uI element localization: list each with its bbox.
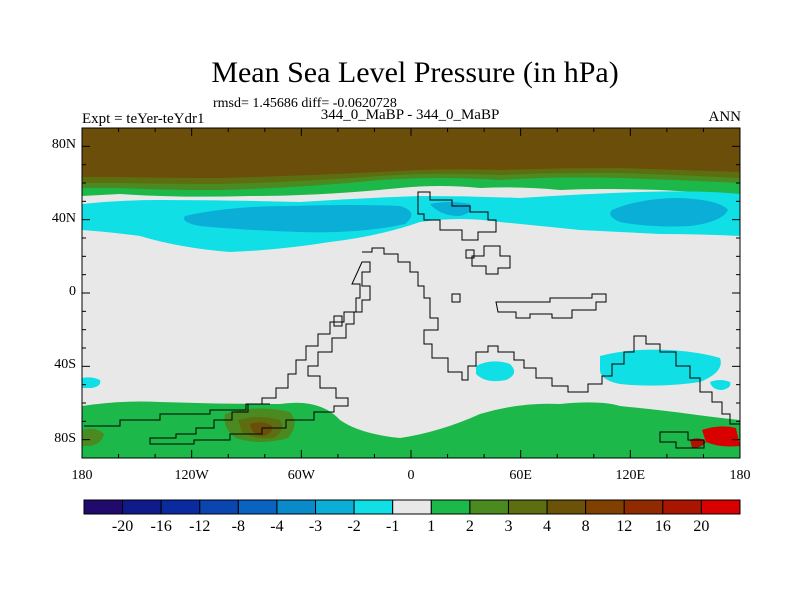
- continent-central: [362, 247, 740, 425]
- continent-east-strip: [495, 293, 607, 319]
- season-label: ANN: [708, 109, 742, 125]
- colorbar-swatch: [700, 499, 741, 515]
- y-tick-label: 40S: [54, 357, 76, 373]
- north-blue-pocket-west: [184, 205, 412, 233]
- x-tick-label: 180: [729, 468, 751, 483]
- colorbar-label: -4: [270, 518, 284, 535]
- south-cyan-west: [82, 377, 101, 388]
- colorbar-label: 1: [427, 518, 436, 535]
- colorbar-swatch: [585, 499, 625, 515]
- y-tick-label: 0: [69, 284, 76, 299]
- south-east-red-patch: [702, 426, 740, 447]
- stats-label: rmsd= 1.45686 diff= -0.0620728: [213, 96, 397, 111]
- experiment-label: Expt = teYer-teYdr1: [82, 111, 205, 127]
- colorbar-label: 3: [504, 518, 513, 535]
- x-tick-label: 60W: [287, 468, 315, 483]
- colorbar-swatch: [623, 499, 664, 515]
- colorbar-label: 4: [543, 518, 552, 535]
- colorbar-label: 12: [616, 518, 633, 535]
- colorbar-label: -3: [308, 518, 323, 535]
- x-tick-label: 120W: [174, 468, 209, 483]
- colorbar-label: -20: [111, 518, 134, 535]
- colorbar-label: 20: [693, 518, 710, 535]
- colorbar-label: 2: [465, 518, 474, 535]
- north-cyan-band: [82, 191, 740, 252]
- x-tick-label: 0: [407, 468, 415, 483]
- continent-europe-asia: [417, 191, 497, 241]
- colorbar-swatch: [546, 499, 587, 515]
- colorbar-swatch: [662, 499, 702, 515]
- colorbar-label: -2: [347, 518, 361, 535]
- colorbar-label: -16: [150, 518, 172, 535]
- axis-ticks: [81, 128, 741, 458]
- colorbar-label: -1: [386, 518, 400, 535]
- north-brown-band: [82, 128, 740, 178]
- south-cyan-far-east: [710, 380, 731, 390]
- map-fields: [82, 128, 740, 458]
- y-tick-label: 40N: [51, 210, 76, 226]
- colorbar-swatch: [430, 499, 471, 515]
- south-west-darkgreen: [82, 428, 104, 446]
- colorbar-swatch: [276, 499, 317, 515]
- continent-south-east: [659, 431, 705, 449]
- comparison-label: 344_0_MaBP - 344_0_MaBP: [320, 107, 500, 123]
- colorbar-swatch: [469, 499, 509, 515]
- north-blue-pocket-east: [610, 198, 728, 227]
- colorbar-swatch: [353, 499, 394, 515]
- colorbar-swatch: [83, 499, 124, 515]
- continent-arabia: [471, 245, 511, 275]
- x-tick-label: 60E: [509, 468, 532, 483]
- colorbar-label: 8: [581, 518, 590, 535]
- colorbar-swatch: [122, 499, 162, 515]
- south-brown-patch: [250, 422, 273, 436]
- y-tick-label: 80N: [51, 137, 76, 153]
- colorbar: [83, 499, 741, 515]
- colorbar-swatch: [237, 499, 278, 515]
- colorbar-swatch: [315, 499, 355, 515]
- island-small-1: [333, 315, 343, 327]
- colorbar-label: 16: [654, 518, 671, 535]
- island-small-3: [465, 249, 475, 259]
- colorbar-swatch: [199, 499, 239, 515]
- continent-pacific-strip: [84, 403, 270, 427]
- x-tick-label: 180: [71, 468, 93, 483]
- colorbar-swatch: [392, 499, 432, 515]
- south-cyan-mid: [476, 361, 515, 382]
- y-tick-label: 80S: [54, 430, 76, 446]
- continent-outlines: [84, 191, 740, 449]
- chart-title: Mean Sea Level Pressure (in hPa): [211, 56, 619, 89]
- colorbar-swatch: [160, 499, 201, 515]
- south-cyan-east: [600, 349, 721, 386]
- south-east-darkred: [690, 438, 706, 448]
- island-small-2: [451, 293, 461, 303]
- colorbar-swatch: [507, 499, 548, 515]
- continent-south-america: [149, 261, 371, 445]
- x-tick-label: 120E: [615, 468, 646, 483]
- colorbar-label: -8: [231, 518, 245, 535]
- colorbar-label: -12: [189, 518, 211, 535]
